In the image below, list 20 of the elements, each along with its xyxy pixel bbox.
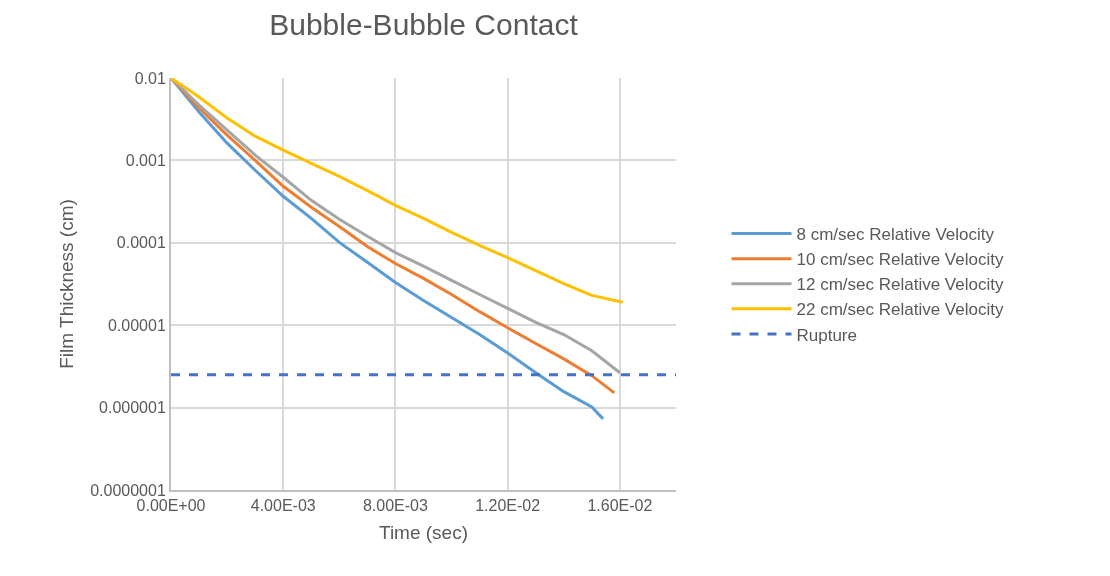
y-tick-label: 0.0000001 <box>90 481 166 499</box>
x-axis-title: Time (sec) <box>378 521 469 543</box>
x-tick-label: 1.20E-02 <box>475 497 541 515</box>
legend-label: 22 cm/sec Relative Velocity <box>796 300 1004 320</box>
y-tick-label: 0.01 <box>134 69 166 87</box>
legend-label: 8 cm/sec Relative Velocity <box>796 225 995 245</box>
x-tick-label: 1.60E-02 <box>587 497 653 515</box>
y-tick-label: 0.00001 <box>107 316 166 334</box>
chart-title: Bubble-Bubble Contact <box>269 8 579 42</box>
y-tick-label: 0.000001 <box>99 399 166 417</box>
x-tick-label: 8.00E-03 <box>362 497 429 515</box>
legend-label: 12 cm/sec Relative Velocity <box>796 275 1004 295</box>
y-axis-title: Film Thickness (cm) <box>55 199 77 369</box>
legend-label: Rupture <box>796 325 857 345</box>
x-tick-label: 0.00E+00 <box>136 497 206 515</box>
line-series <box>171 78 625 304</box>
legend-label: 10 cm/sec Relative Velocity <box>796 250 1004 270</box>
y-tick-label: 0.0001 <box>116 234 166 252</box>
x-tick-label: 4.00E-03 <box>250 497 316 515</box>
y-tick-label: 0.001 <box>125 152 166 169</box>
